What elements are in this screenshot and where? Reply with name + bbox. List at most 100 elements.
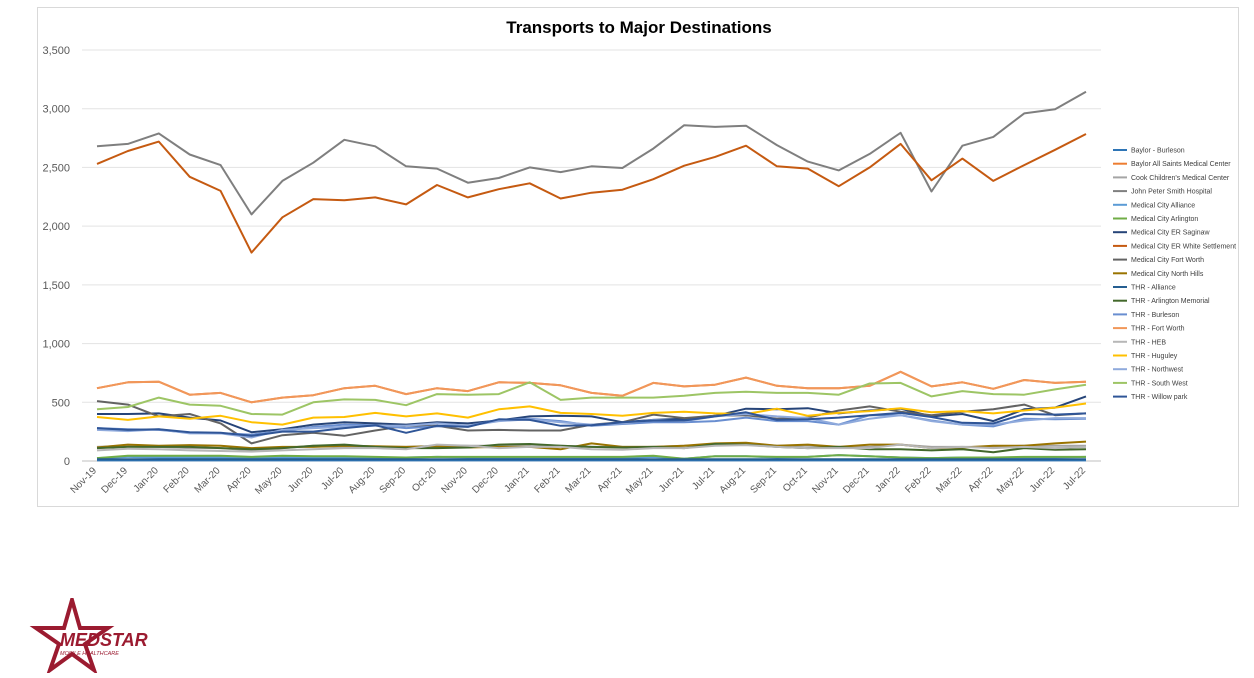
x-tick-label: Oct-21 — [781, 465, 810, 494]
x-tick-label: Dec-20 — [470, 465, 501, 496]
x-tick-label: Jul-20 — [319, 465, 346, 492]
legend-label: Medical City Fort Worth — [1131, 257, 1204, 264]
legend-label: THR - South West — [1131, 380, 1188, 387]
x-tick-label: Nov-20 — [439, 465, 470, 496]
series-line — [96, 133, 1087, 254]
y-tick-label: 0 — [64, 456, 70, 468]
legend-label: THR - Fort Worth — [1131, 326, 1185, 333]
legend-label: THR - Huguley — [1131, 353, 1178, 360]
x-tick-label: Feb-20 — [162, 465, 192, 495]
series-line — [96, 454, 1086, 460]
x-tick-label: Mar-22 — [934, 465, 964, 495]
chart-container: Transports to Major Destinations 0 500 1,0… — [37, 7, 1239, 507]
legend-label: THR - Alliance — [1131, 285, 1176, 292]
x-tick-label: Mar-21 — [563, 465, 593, 495]
legend-item: THR - Willow park — [1113, 394, 1188, 401]
medstar-logo: MEDSTAR MOBILE HEALTHCARE — [20, 592, 160, 676]
y-tick-label: 3,500 — [42, 45, 70, 57]
legend-item: Medical City Fort Worth — [1113, 257, 1204, 264]
legend-label: THR - Northwest — [1131, 367, 1183, 374]
x-axis-ticks: Nov-19 Dec-19 Jan-20 Feb-20 Mar-20 Apr-20 May-… — [69, 465, 1089, 497]
x-tick-label: Mar-20 — [193, 465, 223, 495]
x-tick-label: Jun-22 — [1028, 465, 1058, 495]
y-axis-ticks: 0 500 1,000 1,500 2,000 2,500 3,000 3,500 — [42, 45, 70, 468]
x-tick-label: Oct-20 — [410, 465, 439, 494]
legend-item: John Peter Smith Hospital — [1113, 189, 1212, 196]
chart-title: Transports to Major Destinations — [506, 18, 771, 37]
legend-label: Baylor All Saints Medical Center — [1131, 161, 1231, 168]
series-line — [96, 90, 1087, 216]
legend-item: Baylor All Saints Medical Center — [1113, 161, 1231, 168]
legend-item: THR - South West — [1113, 380, 1188, 387]
y-tick-label: 3,000 — [42, 104, 70, 116]
legend-item: Medical City Arlington — [1113, 216, 1198, 223]
legend-label: THR - Burleson — [1131, 312, 1179, 319]
x-tick-label: Nov-21 — [810, 465, 841, 496]
x-tick-label: Jul-21 — [690, 465, 717, 492]
logo-mark-icon: MEDSTAR MOBILE HEALTHCARE — [29, 592, 148, 676]
legend-item: Cook Children's Medical Center — [1113, 175, 1230, 182]
x-tick-label: Apr-20 — [225, 465, 254, 494]
legend-item: Baylor - Burleson — [1113, 148, 1185, 155]
y-tick-label: 1,500 — [42, 280, 70, 292]
x-tick-label: Apr-21 — [596, 465, 625, 494]
legend-item: THR - Huguley — [1113, 353, 1178, 360]
x-tick-label: Jul-22 — [1061, 465, 1088, 492]
legend-item: THR - Northwest — [1113, 367, 1183, 374]
star-icon — [29, 592, 115, 676]
legend-item: THR - Fort Worth — [1113, 326, 1185, 333]
legend-label: Medical City Arlington — [1131, 216, 1198, 223]
legend-item: Medical City North Hills — [1113, 271, 1204, 278]
x-tick-label: Nov-19 — [69, 465, 100, 496]
x-tick-label: Dec-21 — [841, 465, 872, 496]
x-tick-label: Jan-21 — [502, 465, 532, 495]
legend-item: Medical City ER Saginaw — [1113, 230, 1211, 237]
legend-item: THR - HEB — [1113, 339, 1166, 346]
legend-item: THR - Arlington Memorial — [1113, 298, 1210, 305]
legend-label: THR - HEB — [1131, 339, 1166, 346]
y-tick-label: 2,000 — [42, 221, 70, 233]
legend-label: Medical City ER Saginaw — [1131, 230, 1211, 237]
x-tick-label: Aug-21 — [718, 465, 749, 496]
legend-label: Medical City ER White Settlement — [1131, 243, 1236, 250]
legend-item: Medical City Alliance — [1113, 202, 1195, 209]
x-tick-label: May-22 — [995, 465, 1027, 497]
y-tick-label: 500 — [52, 397, 70, 409]
x-tick-label: May-21 — [624, 465, 656, 497]
x-tick-label: Jun-20 — [286, 465, 316, 495]
legend-label: John Peter Smith Hospital — [1131, 189, 1212, 196]
legend-label: Cook Children's Medical Center — [1131, 175, 1230, 182]
legend-label: Baylor - Burleson — [1131, 148, 1185, 155]
series-line — [96, 411, 1087, 437]
x-tick-label: Dec-19 — [99, 465, 130, 496]
gridlines — [82, 49, 1101, 462]
x-tick-label: Aug-20 — [347, 465, 378, 496]
series-line — [96, 381, 1087, 416]
x-tick-label: Jan-22 — [873, 465, 903, 495]
line-chart: Transports to Major Destinations 0 500 1,0… — [42, 18, 1236, 497]
legend-item: THR - Alliance — [1113, 285, 1176, 292]
x-tick-label: Sep-21 — [748, 465, 779, 496]
legend: Baylor - Burleson Baylor All Saints Medic… — [1113, 148, 1236, 401]
legend-label: Medical City Alliance — [1131, 202, 1195, 209]
x-tick-label: Feb-21 — [533, 465, 563, 495]
x-tick-label: May-20 — [253, 465, 285, 497]
legend-item: THR - Burleson — [1113, 312, 1179, 319]
x-tick-label: Apr-22 — [966, 465, 995, 494]
x-tick-label: Sep-20 — [378, 465, 409, 496]
logo-brand-text: MEDSTAR — [60, 630, 148, 650]
logo-tagline: MOBILE HEALTHCARE — [60, 651, 119, 657]
legend-item: Medical City ER White Settlement — [1113, 243, 1236, 250]
series-line — [96, 443, 1087, 453]
series-lines — [96, 90, 1087, 462]
series-line — [96, 443, 1087, 454]
legend-label: THR - Willow park — [1131, 394, 1188, 401]
series-line — [96, 370, 1087, 404]
y-tick-label: 1,000 — [42, 339, 70, 351]
legend-label: Medical City North Hills — [1131, 271, 1204, 278]
x-tick-label: Feb-22 — [903, 465, 933, 495]
x-tick-label: Jun-21 — [657, 465, 687, 495]
x-tick-label: Jan-20 — [132, 465, 162, 495]
legend-label: THR - Arlington Memorial — [1131, 298, 1210, 305]
series-line — [96, 402, 1087, 426]
